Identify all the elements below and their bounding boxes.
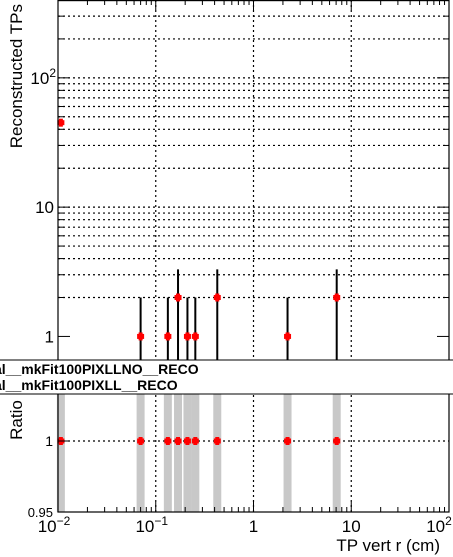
ratio-y-tick-labels: 10.95 — [28, 433, 54, 520]
main-data-points — [57, 118, 341, 341]
x-axis-label: TP vert r (cm) — [336, 536, 440, 555]
main-y-tick-label: 1 — [45, 327, 54, 346]
main-data-point-marker — [193, 332, 198, 341]
main-data-point-marker — [215, 293, 220, 302]
main-grid — [58, 0, 449, 370]
ratio-data-point-marker — [165, 437, 170, 445]
main-data-point-marker — [58, 118, 63, 127]
main-error-bars — [139, 269, 338, 366]
main-data-point-marker — [176, 293, 181, 302]
legend-box — [0, 359, 453, 395]
x-tick-label: 10 — [342, 517, 361, 536]
main-y-tick-label: 10 — [35, 198, 54, 217]
main-y-axis-label: Reconstructed TPs — [7, 4, 26, 148]
ratio-grid — [58, 370, 449, 512]
main-data-point-marker — [285, 332, 290, 341]
main-data-point-marker — [185, 332, 190, 341]
ratio-data-point-marker — [334, 437, 339, 445]
ratio-data-point-marker — [215, 437, 220, 445]
ratio-data-point-marker — [176, 437, 181, 445]
legend-entry-0: al__mkFit100PIXLLNO__RECO — [0, 361, 199, 377]
ratio-data-point-marker — [285, 437, 290, 445]
ratio-axis-ticks — [57, 440, 450, 513]
x-tick-label: 1 — [249, 517, 258, 536]
legend-entry-1: al__mkFit100PIXLL__RECO — [0, 377, 178, 393]
x-tick-labels: 10−2 10−1 1 10 102 — [38, 514, 452, 536]
main-data-point-marker — [334, 293, 339, 302]
ratio-y-tick-label: 0.95 — [28, 505, 53, 520]
legend: al__mkFit100PIXLLNO__RECO al__mkFit100PI… — [0, 359, 453, 395]
ratio-data-point-marker — [138, 437, 143, 445]
ratio-data-point-marker — [193, 437, 198, 445]
ratio-y-tick-label: 1 — [45, 433, 53, 449]
main-data-point-marker — [165, 332, 170, 341]
ratio-data-point-marker — [185, 437, 190, 445]
main-data-point-marker — [138, 332, 143, 341]
ratio-y-axis-label: Ratio — [7, 400, 26, 440]
